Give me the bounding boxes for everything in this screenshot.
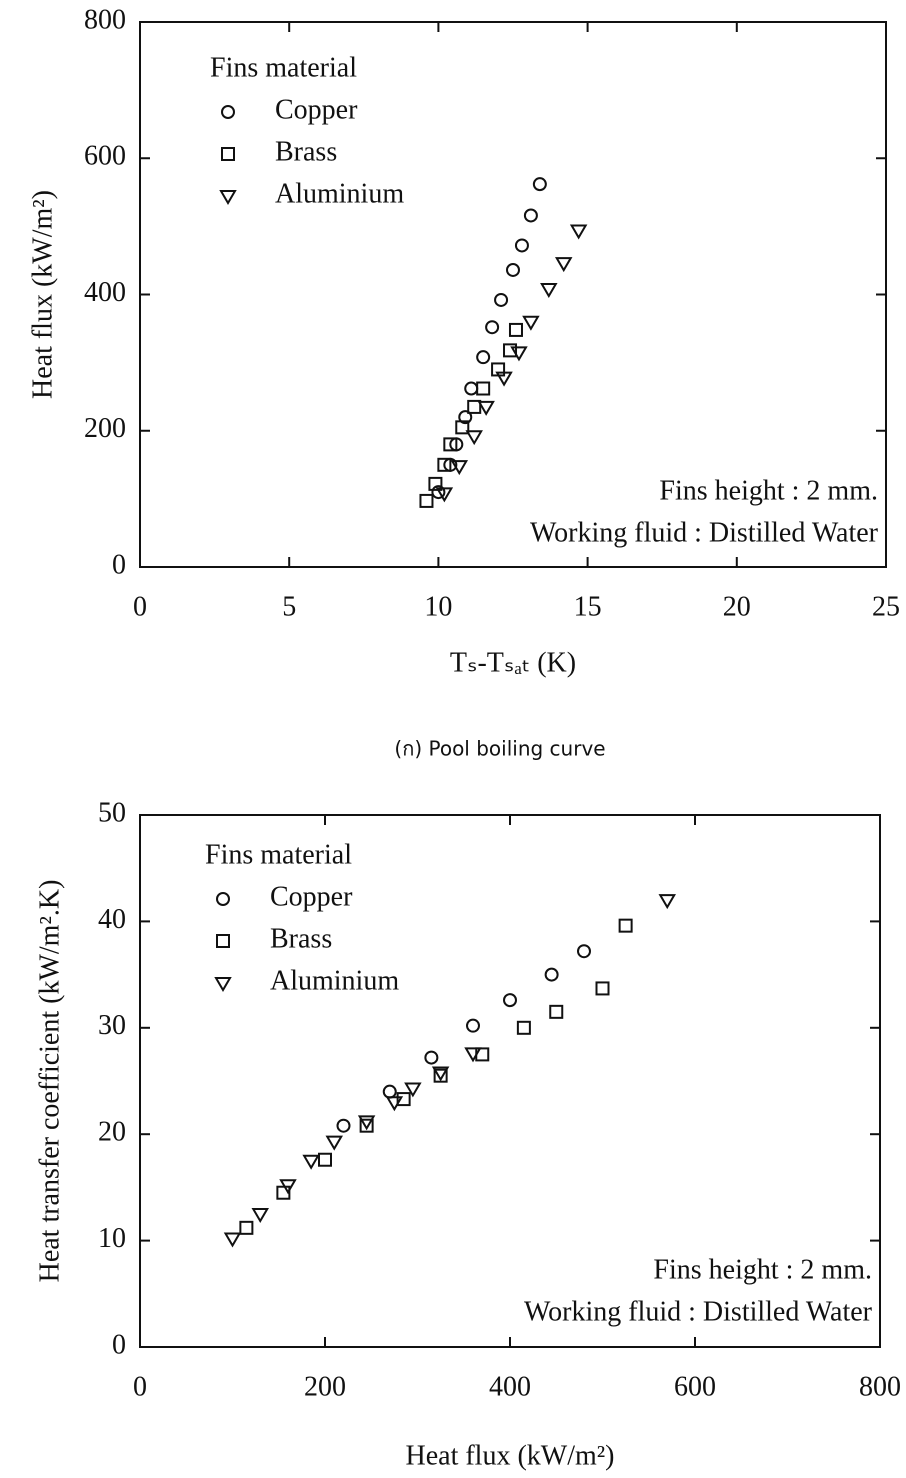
data-point	[518, 1022, 530, 1034]
legend-label: Copper	[275, 94, 358, 125]
data-point	[304, 1156, 318, 1168]
data-point	[477, 383, 489, 395]
y-tick-label: 50	[98, 797, 126, 828]
data-point	[525, 209, 537, 221]
legend-marker	[216, 978, 230, 990]
data-point	[467, 431, 481, 443]
data-point	[468, 401, 480, 413]
data-point	[479, 402, 493, 414]
page: 05101520250200400600800Tₛ-Tₛₐₜ (K)Heat f…	[0, 0, 906, 1478]
data-point	[542, 284, 556, 296]
y-tick-label: 0	[112, 1329, 126, 1360]
data-point	[597, 982, 609, 994]
data-point	[660, 895, 674, 907]
legend-label: Brass	[270, 923, 332, 954]
x-tick-label: 15	[574, 591, 602, 622]
y-tick-label: 40	[98, 904, 126, 935]
data-point	[452, 461, 466, 473]
x-tick-label: 10	[424, 591, 452, 622]
y-axis-label: Heat flux (kW/m²)	[27, 190, 58, 399]
data-point	[495, 294, 507, 306]
legend-marker	[217, 893, 229, 905]
legend-label: Copper	[270, 881, 353, 912]
x-tick-label: 0	[133, 591, 147, 622]
data-point	[327, 1137, 341, 1149]
data-point	[477, 351, 489, 363]
data-point	[466, 1048, 480, 1060]
x-tick-label: 600	[674, 1371, 716, 1402]
data-point	[420, 495, 432, 507]
data-point	[253, 1209, 267, 1221]
annotation: Working fluid : Distilled Water	[530, 517, 879, 548]
y-tick-label: 400	[84, 277, 126, 308]
x-tick-label: 0	[133, 1371, 147, 1402]
legend-marker	[221, 191, 235, 203]
x-tick-label: 800	[859, 1371, 901, 1402]
legend-label: Aluminium	[270, 965, 399, 996]
annotation: Fins height : 2 mm.	[653, 1254, 872, 1285]
y-tick-label: 10	[98, 1223, 126, 1254]
data-point	[384, 1086, 396, 1098]
data-point	[578, 945, 590, 957]
legend-label: Brass	[275, 136, 337, 167]
data-point	[338, 1120, 350, 1132]
data-point	[546, 969, 558, 981]
x-tick-label: 400	[489, 1371, 531, 1402]
data-point	[516, 239, 528, 251]
data-point	[512, 347, 526, 359]
x-axis-label: Heat flux (kW/m²)	[406, 1440, 615, 1471]
data-point	[572, 225, 586, 237]
data-point	[467, 1020, 479, 1032]
annotation: Fins height : 2 mm.	[659, 475, 878, 506]
data-point	[620, 920, 632, 932]
data-point	[534, 178, 546, 190]
data-point	[550, 1006, 562, 1018]
legend-label: Aluminium	[275, 178, 404, 209]
data-point	[240, 1222, 252, 1234]
data-point	[425, 1052, 437, 1064]
x-tick-label: 20	[723, 591, 751, 622]
legend-marker	[217, 935, 229, 947]
data-point	[226, 1233, 240, 1245]
annotation: Working fluid : Distilled Water	[524, 1296, 873, 1327]
legend-title: Fins material	[210, 52, 357, 83]
data-point	[360, 1116, 374, 1128]
data-point	[387, 1097, 401, 1109]
legend-marker	[222, 148, 234, 160]
x-axis-label: Tₛ-Tₛₐₜ (K)	[450, 647, 576, 678]
data-point	[465, 383, 477, 395]
data-point	[486, 321, 498, 333]
data-point	[319, 1154, 331, 1166]
data-point	[507, 264, 519, 276]
y-tick-label: 800	[84, 4, 126, 35]
y-tick-label: 200	[84, 413, 126, 444]
data-point	[510, 324, 522, 336]
caption: (ก) Pool boiling curve	[394, 737, 605, 761]
legend-marker	[222, 106, 234, 118]
y-tick-label: 600	[84, 141, 126, 172]
y-tick-label: 20	[98, 1117, 126, 1148]
y-tick-label: 30	[98, 1010, 126, 1041]
y-tick-label: 0	[112, 549, 126, 580]
data-point	[524, 317, 538, 329]
data-point	[504, 994, 516, 1006]
legend-title: Fins material	[205, 839, 352, 870]
x-tick-label: 5	[282, 591, 296, 622]
x-tick-label: 200	[304, 1371, 346, 1402]
x-tick-label: 25	[872, 591, 900, 622]
y-axis-label: Heat transfer coefficient (kW/m².K)	[34, 880, 65, 1283]
data-point	[557, 258, 571, 270]
